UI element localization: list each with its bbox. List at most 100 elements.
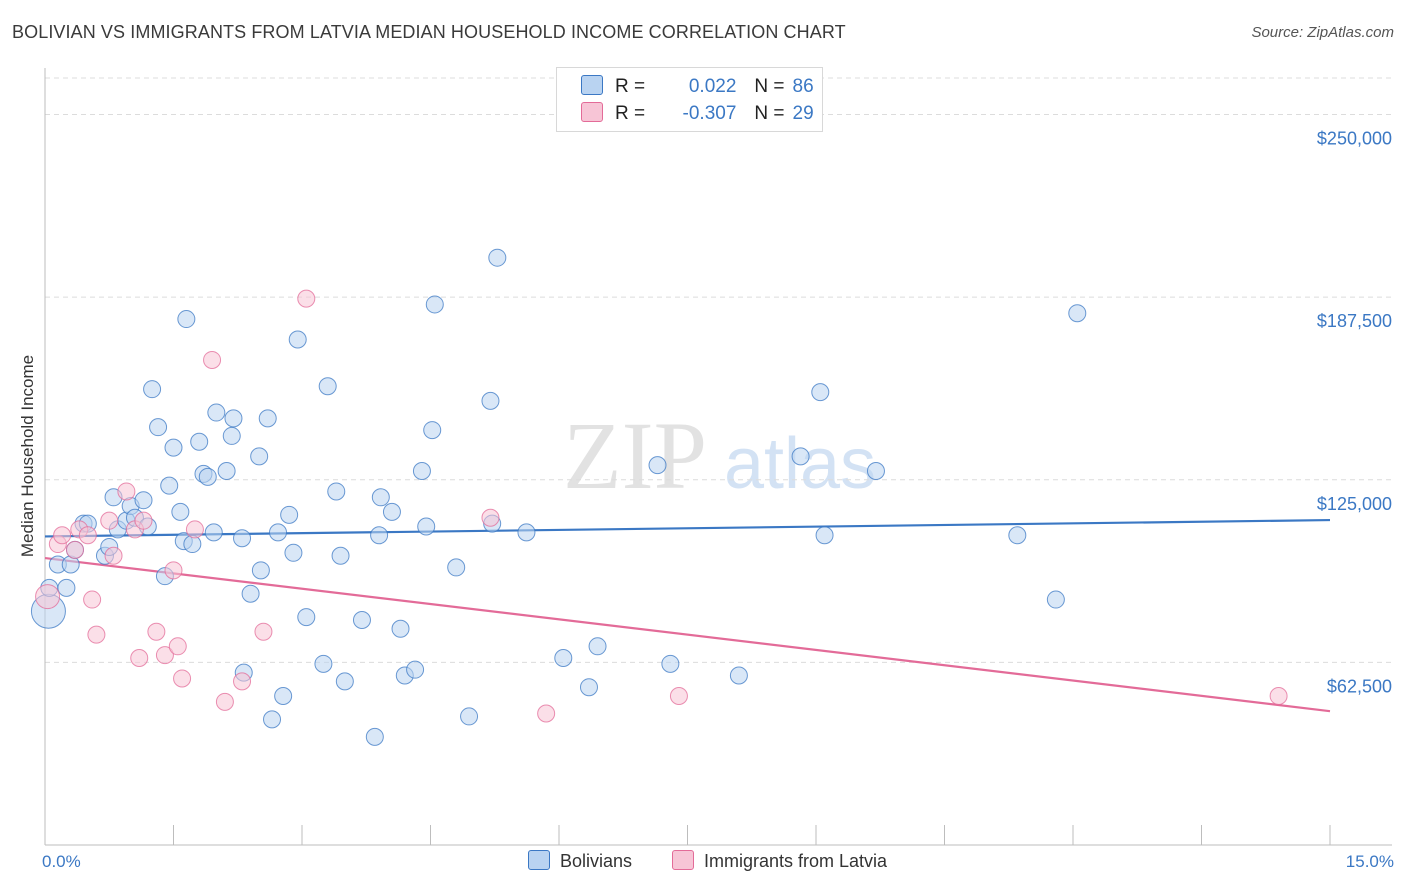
grid-lines (45, 77, 1392, 663)
point-bolivians (217, 461, 236, 480)
point-bolivians (183, 535, 202, 554)
legend-swatch-pink (581, 102, 603, 122)
point-latvia (669, 686, 688, 705)
point-latvia (168, 637, 187, 656)
point-latvia (134, 511, 153, 530)
y-tick-label: $125,000 (1317, 494, 1392, 514)
point-bolivians (222, 426, 241, 445)
point-latvia (233, 672, 252, 691)
point-latvia (1269, 686, 1288, 705)
point-bolivians (274, 686, 293, 705)
point-bolivians (331, 546, 350, 565)
point-bolivians (588, 637, 607, 656)
source-label: Source: ZipAtlas.com (1251, 24, 1394, 41)
point-latvia (87, 625, 106, 644)
point-bolivians (164, 438, 183, 457)
point-bolivians (149, 418, 168, 437)
point-bolivians (207, 403, 226, 422)
point-latvia (83, 590, 102, 609)
point-latvia (185, 520, 204, 539)
point-bolivians (318, 377, 337, 396)
point-latvia (117, 482, 136, 501)
series-legend: Bolivians Immigrants from Latvia (0, 850, 1406, 878)
point-bolivians (190, 432, 209, 451)
point-bolivians (866, 461, 885, 480)
legend-row-bolivians: R = 0.022 N = 86 (581, 75, 814, 99)
point-bolivians (263, 710, 282, 729)
point-bolivians (143, 380, 162, 399)
point-bolivians (233, 529, 252, 548)
point-bolivians (1046, 590, 1065, 609)
point-bolivians (297, 608, 316, 627)
point-latvia (155, 646, 174, 665)
point-bolivians (391, 619, 410, 638)
series-legend-bolivians: Bolivians (528, 850, 632, 872)
point-latvia (130, 648, 149, 667)
stats-legend: R = 0.022 N = 86 R = -0.307 N = 29 (556, 67, 823, 132)
series-label-bolivians: Bolivians (560, 851, 633, 871)
chart-title: BOLIVIAN VS IMMIGRANTS FROM LATVIA MEDIA… (12, 22, 846, 42)
trend-lines (44, 518, 1331, 713)
point-latvia (164, 561, 183, 580)
point-latvia (297, 289, 316, 308)
point-bolivians (406, 660, 425, 679)
point-bolivians (251, 561, 270, 580)
x-tick-min: 0.0% (42, 852, 81, 871)
legend-n-value: 86 (792, 76, 814, 97)
scatter-points (30, 248, 1288, 746)
y-tick-label: $187,500 (1317, 311, 1392, 331)
point-bolivians (729, 666, 748, 685)
point-bolivians (177, 310, 196, 329)
axes (44, 68, 1392, 846)
point-bolivians (412, 461, 431, 480)
point-latvia (53, 526, 72, 545)
point-bolivians (791, 447, 810, 466)
series-label-latvia: Immigrants from Latvia (704, 851, 888, 871)
point-bolivians (269, 523, 288, 542)
legend-r-value: -0.307 (682, 103, 737, 124)
point-bolivians (417, 517, 436, 536)
point-bolivians (1008, 526, 1027, 545)
point-bolivians (488, 248, 507, 267)
point-bolivians (204, 523, 223, 542)
y-tick-label: $62,500 (1327, 676, 1392, 696)
point-bolivians (815, 526, 834, 545)
point-latvia (254, 622, 273, 641)
legend-row-latvia: R = -0.307 N = 29 (581, 102, 814, 126)
point-bolivians (171, 502, 190, 521)
point-bolivians (382, 502, 401, 521)
point-bolivians (335, 672, 354, 691)
point-latvia (35, 584, 61, 610)
point-bolivians (811, 383, 830, 402)
series-swatch-pink (672, 850, 694, 870)
point-bolivians (425, 295, 444, 314)
point-bolivians (579, 678, 598, 697)
point-bolivians (371, 488, 390, 507)
point-latvia (100, 511, 119, 530)
point-bolivians (250, 447, 269, 466)
point-bolivians (365, 727, 384, 746)
point-bolivians (241, 584, 260, 603)
point-bolivians (314, 654, 333, 673)
point-bolivians (57, 578, 76, 597)
point-bolivians (258, 409, 277, 428)
y-tick-labels: $62,500 $125,000 $187,500 $250,000 (1317, 129, 1392, 697)
legend-r-value: 0.022 (688, 76, 737, 97)
point-bolivians (423, 421, 442, 440)
point-bolivians (481, 391, 500, 410)
point-bolivians (134, 491, 153, 510)
point-latvia (537, 704, 556, 723)
point-bolivians (447, 558, 466, 577)
x-tick-max: 15.0% (1345, 852, 1394, 871)
point-bolivians (198, 467, 217, 486)
point-bolivians (280, 505, 299, 524)
legend-n-value: 29 (792, 103, 814, 124)
point-bolivians (1068, 304, 1087, 323)
watermark-zip: ZIP (563, 402, 707, 509)
point-bolivians (288, 330, 307, 349)
legend-n-label: N = (754, 76, 785, 97)
point-latvia (203, 350, 222, 369)
point-bolivians (661, 654, 680, 673)
point-latvia (65, 540, 84, 559)
